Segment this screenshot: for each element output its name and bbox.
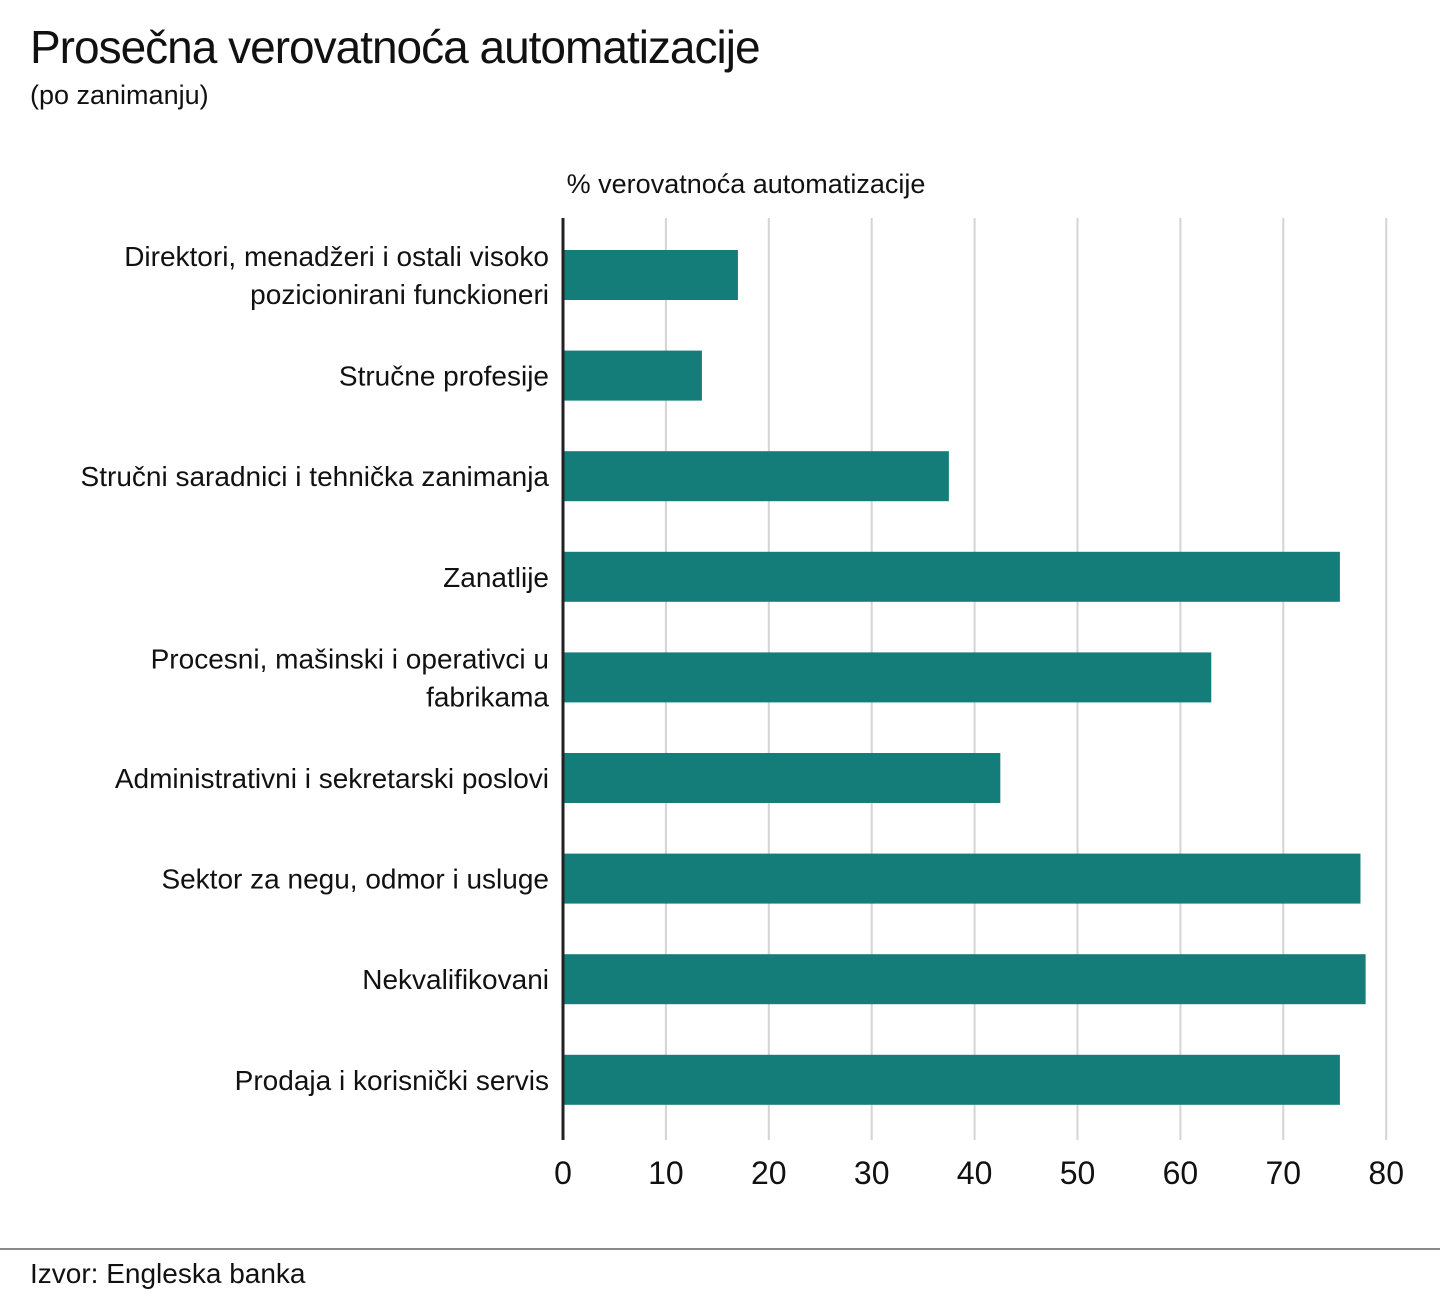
x-tick-labels: 0 10 20 30 40 50 60 70 80 xyxy=(554,1155,1404,1191)
x-tick-label: 30 xyxy=(854,1155,890,1191)
bar xyxy=(563,551,1340,602)
chart-subtitle: (po zanimanju) xyxy=(30,80,209,110)
category-label: Stručne profesije xyxy=(339,361,549,392)
category-label: Procesni, mašinski i operativci u xyxy=(151,643,549,674)
bar xyxy=(563,250,738,300)
x-tick-label: 10 xyxy=(648,1155,684,1191)
category-label: Administrativni i sekretarski poslovi xyxy=(115,763,549,794)
footer-divider xyxy=(0,1248,1440,1250)
x-tick-label: 50 xyxy=(1060,1155,1096,1191)
category-label: fabrikama xyxy=(426,681,549,712)
bar-chart: Direktori, menadžeri i ostali visoko pozi… xyxy=(81,169,1404,1191)
x-tick-label: 70 xyxy=(1266,1155,1302,1191)
category-label: Zanatlije xyxy=(443,562,549,593)
x-tick-label: 20 xyxy=(751,1155,787,1191)
bar xyxy=(563,1054,1340,1105)
category-label: Nekvalifikovani xyxy=(362,964,549,995)
source-note: Izvor: Engleska banka xyxy=(30,1258,306,1289)
bar xyxy=(563,350,702,401)
x-tick-label: 0 xyxy=(554,1155,572,1191)
x-tick-label: 60 xyxy=(1163,1155,1199,1191)
bar xyxy=(563,652,1212,703)
category-label: Direktori, menadžeri i ostali visoko xyxy=(124,241,549,272)
category-label: Prodaja i korisnički servis xyxy=(235,1065,549,1096)
category-label: Stručni saradnici i tehnička zanimanja xyxy=(81,461,550,492)
x-tick-label: 80 xyxy=(1368,1155,1404,1191)
x-axis-title: % verovatnoća automatizacije xyxy=(567,169,926,199)
x-tick-label: 40 xyxy=(957,1155,993,1191)
bar xyxy=(563,853,1361,904)
bars xyxy=(563,250,1366,1105)
category-label: pozicionirani funckioneri xyxy=(250,279,549,310)
bar xyxy=(563,753,1001,803)
category-labels: Direktori, menadžeri i ostali visoko pozi… xyxy=(81,241,550,1096)
bar xyxy=(563,451,949,502)
bar xyxy=(563,954,1366,1005)
chart-title: Prosečna verovatnoća automatizacije xyxy=(30,21,761,73)
category-label: Sektor za negu, odmor i usluge xyxy=(161,864,549,895)
